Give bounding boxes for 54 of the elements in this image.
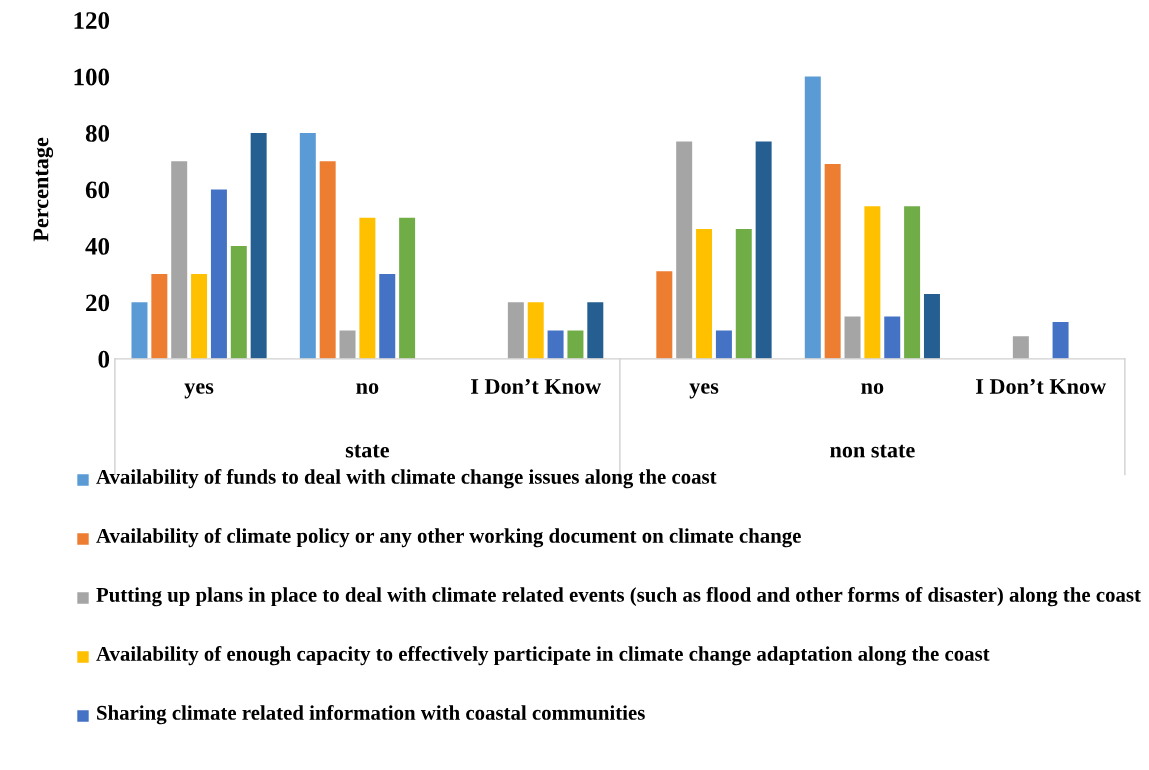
bar xyxy=(567,330,584,359)
y-tick-label: 60 xyxy=(85,181,110,199)
y-tick-label: 40 xyxy=(85,237,110,255)
bar xyxy=(735,228,752,359)
x-tick-label: no xyxy=(356,383,379,394)
bar xyxy=(715,330,732,359)
y-tick-label: 120 xyxy=(74,12,110,29)
bar xyxy=(151,274,168,359)
text: non state xyxy=(830,444,915,458)
bar xyxy=(587,302,604,359)
y-axis-title: Percentage xyxy=(33,137,54,242)
bar xyxy=(755,141,772,359)
x-tick-label: I Don’t Know xyxy=(471,378,602,394)
bar xyxy=(339,330,356,359)
bar xyxy=(864,206,881,359)
bar xyxy=(547,330,564,359)
legend-label: Sharing climate related information with coastal communities xyxy=(97,705,645,725)
bar xyxy=(1012,336,1029,359)
bar xyxy=(210,189,227,359)
x-tick-label: no xyxy=(861,383,884,394)
y-tick-label: 100 xyxy=(74,68,110,86)
x-tick-label: I Don’t Know xyxy=(976,378,1107,394)
y-tick-label: 20 xyxy=(86,294,110,312)
bar xyxy=(191,274,208,359)
bar xyxy=(824,164,841,359)
bar xyxy=(379,274,396,359)
legend-label: Putting up plans in place to deal with climate related events (such as flood and other forms of disaster) along the coast xyxy=(96,587,1141,607)
bar xyxy=(230,245,247,359)
bar xyxy=(904,206,921,359)
x-tick-label: yes xyxy=(184,383,214,399)
bar xyxy=(527,302,544,359)
bar xyxy=(923,293,940,359)
y-tick-label: 0 xyxy=(98,350,110,368)
legend-label: Availability of climate policy or any other working document on climate change xyxy=(96,528,801,548)
bar xyxy=(399,217,416,359)
bar xyxy=(696,228,713,359)
y-tick-label: 80 xyxy=(85,125,110,142)
x-tick-label: yes xyxy=(689,383,719,399)
bar xyxy=(131,302,148,359)
bar xyxy=(359,217,376,359)
bar xyxy=(1052,322,1069,359)
bar xyxy=(656,271,673,359)
bar xyxy=(844,316,861,359)
bar xyxy=(250,132,267,359)
legend-label: Availability of funds to deal with climate change issues along the coast xyxy=(96,469,717,489)
bar xyxy=(676,141,693,359)
bar xyxy=(507,302,524,359)
bar xyxy=(884,316,901,359)
bar xyxy=(171,161,188,359)
bar xyxy=(804,76,821,359)
bar xyxy=(319,161,336,359)
legend-label: Availability of enough capacity to effectively participate in climate change adaptation along the coast xyxy=(96,646,990,666)
bar xyxy=(299,132,316,359)
text: state xyxy=(345,444,390,458)
